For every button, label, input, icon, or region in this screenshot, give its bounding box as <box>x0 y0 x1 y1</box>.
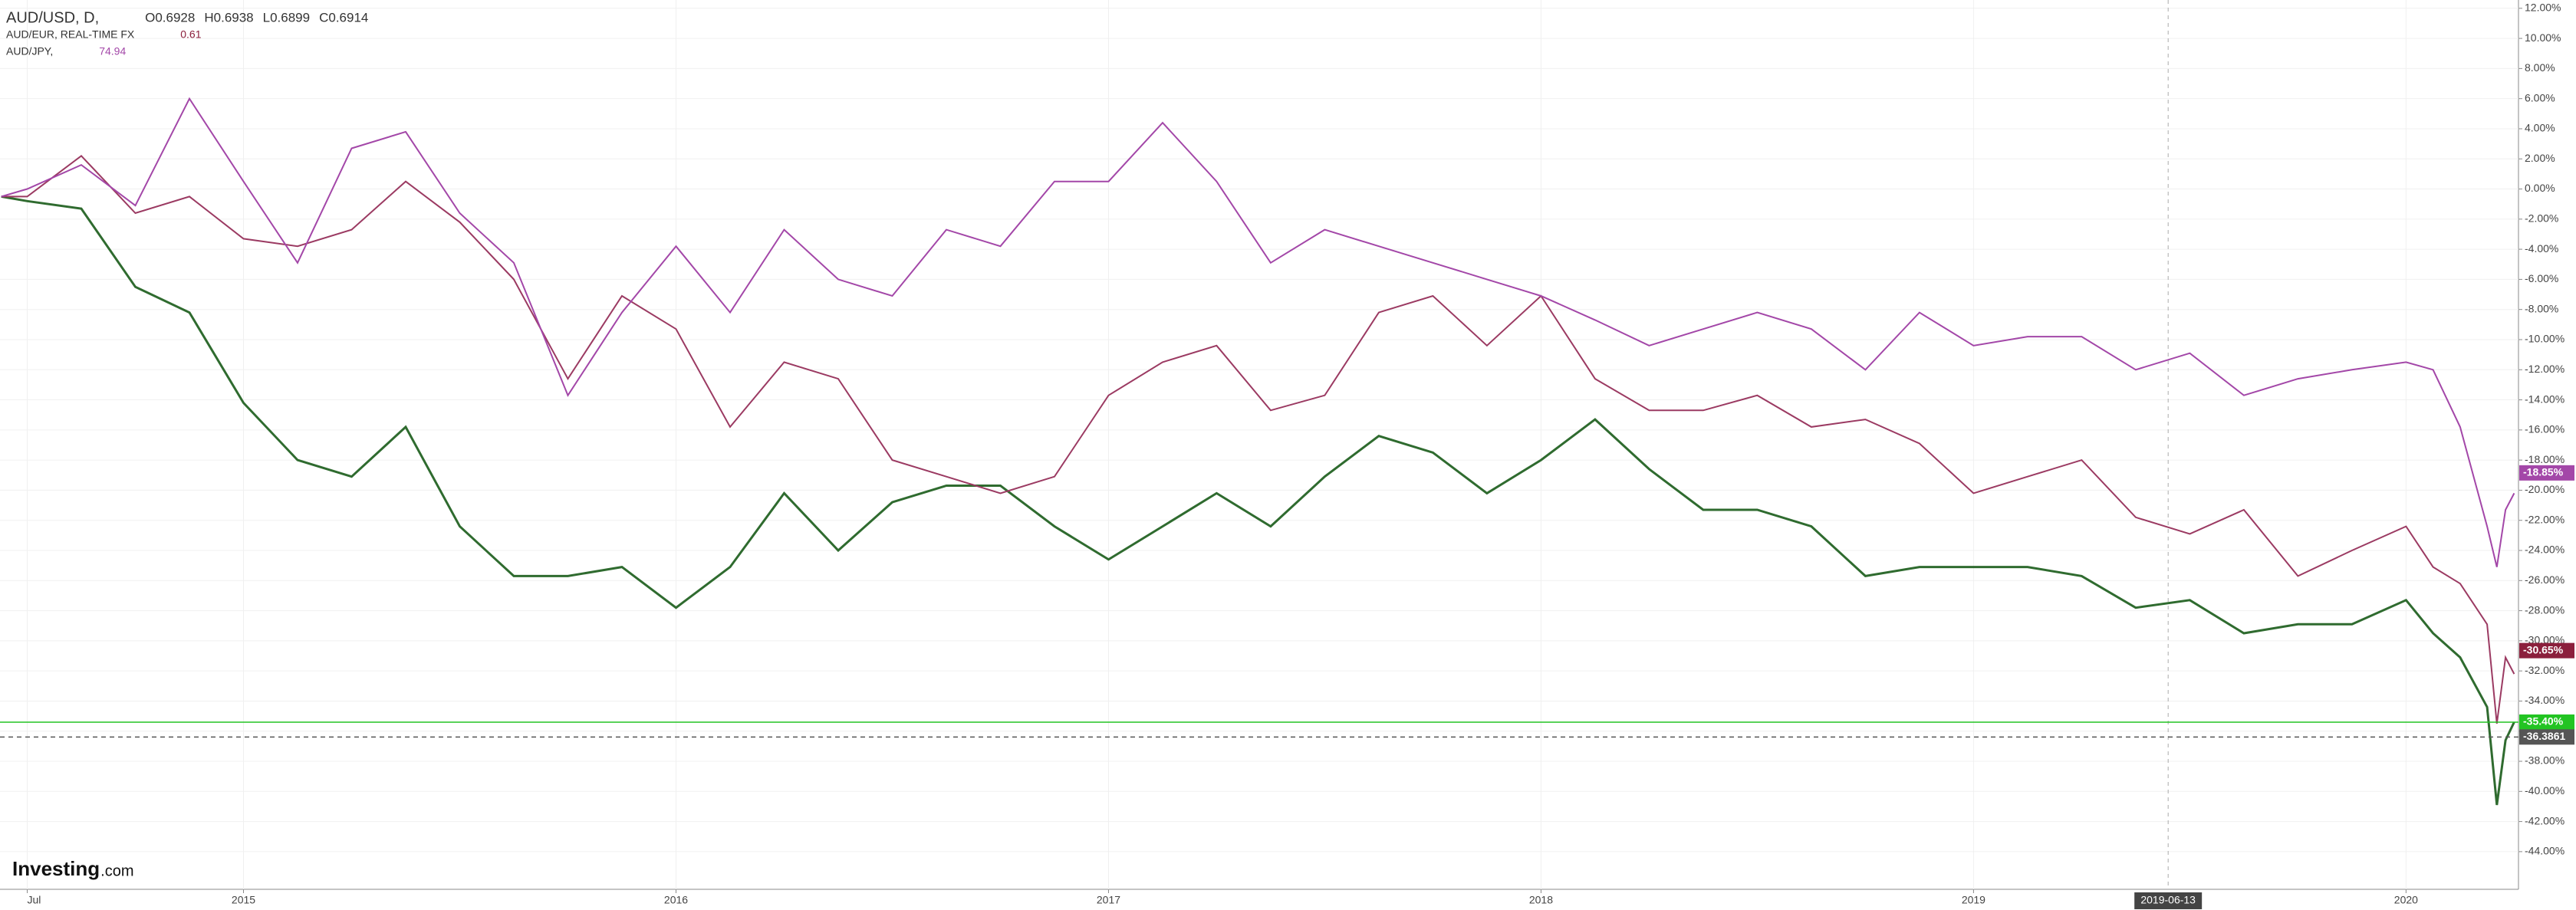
y-tick-label: 12.00% <box>2525 2 2561 14</box>
legend-value: L0.6899 <box>263 10 310 25</box>
y-tick-label: -10.00% <box>2525 333 2564 345</box>
legend-value: O0.6928 <box>145 10 195 25</box>
y-tick-label: -8.00% <box>2525 302 2558 314</box>
x-tick-label: 2018 <box>1529 894 1553 906</box>
y-tick-label: -2.00% <box>2525 212 2558 225</box>
x-tick-label: 2019 <box>1962 894 1985 906</box>
price-marker-label: -30.65% <box>2523 643 2564 655</box>
y-tick-label: -22.00% <box>2525 513 2564 525</box>
x-tick-label: Jul <box>28 894 41 906</box>
watermark-suffix: .com <box>100 862 133 879</box>
legend-symbol: AUD/EUR, REAL-TIME FX <box>6 28 135 41</box>
legend-symbol: AUD/USD, D, <box>6 9 99 26</box>
series-line <box>1 154 2515 724</box>
x-tick-label: 2017 <box>1097 894 1120 906</box>
y-tick-label: -4.00% <box>2525 242 2558 255</box>
y-tick-label: -18.00% <box>2525 453 2564 465</box>
y-tick-label: -16.00% <box>2525 423 2564 435</box>
y-tick-label: 2.00% <box>2525 152 2555 164</box>
price-marker-label: -36.3861 <box>2523 730 2565 742</box>
y-tick-label: 10.00% <box>2525 31 2561 44</box>
watermark-brand: Investing <box>12 857 100 880</box>
y-tick-label: -40.00% <box>2525 784 2564 797</box>
x-tick-label: 2015 <box>232 894 255 906</box>
legend-value: 74.94 <box>99 45 126 57</box>
y-tick-label: -42.00% <box>2525 814 2564 826</box>
y-tick-label: -12.00% <box>2525 363 2564 375</box>
y-tick-label: 6.00% <box>2525 91 2555 103</box>
x-tick-label: 2016 <box>664 894 688 906</box>
y-tick-label: -44.00% <box>2525 845 2564 857</box>
series-line <box>1 195 2515 806</box>
price-marker-label: -35.40% <box>2523 715 2564 728</box>
y-tick-label: -6.00% <box>2525 272 2558 284</box>
price-marker-label: -18.85% <box>2523 466 2564 478</box>
legend-value: 0.61 <box>180 28 201 41</box>
y-tick-label: -38.00% <box>2525 754 2564 767</box>
crosshair-label-bg <box>2134 892 2203 909</box>
y-tick-label: -24.00% <box>2525 544 2564 556</box>
y-tick-label: -30.00% <box>2525 634 2564 646</box>
y-tick-label: -26.00% <box>2525 573 2564 586</box>
price-marker-bg <box>2519 714 2574 730</box>
x-tick-label: 2020 <box>2394 894 2418 906</box>
y-tick-label: 0.00% <box>2525 182 2555 194</box>
y-tick-label: 4.00% <box>2525 122 2555 134</box>
y-tick-label: -34.00% <box>2525 694 2564 706</box>
price-marker-bg <box>2519 465 2574 481</box>
price-marker-bg <box>2519 729 2574 745</box>
legend-symbol: AUD/JPY, <box>6 45 53 57</box>
series-line <box>1 97 2515 567</box>
y-tick-label: 8.00% <box>2525 61 2555 74</box>
legend-value: C0.6914 <box>319 10 368 25</box>
price-marker-bg <box>2519 642 2574 659</box>
y-tick-label: -32.00% <box>2525 664 2564 676</box>
crosshair-label: 2019-06-13 <box>2140 894 2196 906</box>
legend-value: H0.6938 <box>204 10 253 25</box>
y-tick-label: -14.00% <box>2525 393 2564 405</box>
y-tick-label: -28.00% <box>2525 603 2564 616</box>
y-tick-label: -20.00% <box>2525 483 2564 495</box>
